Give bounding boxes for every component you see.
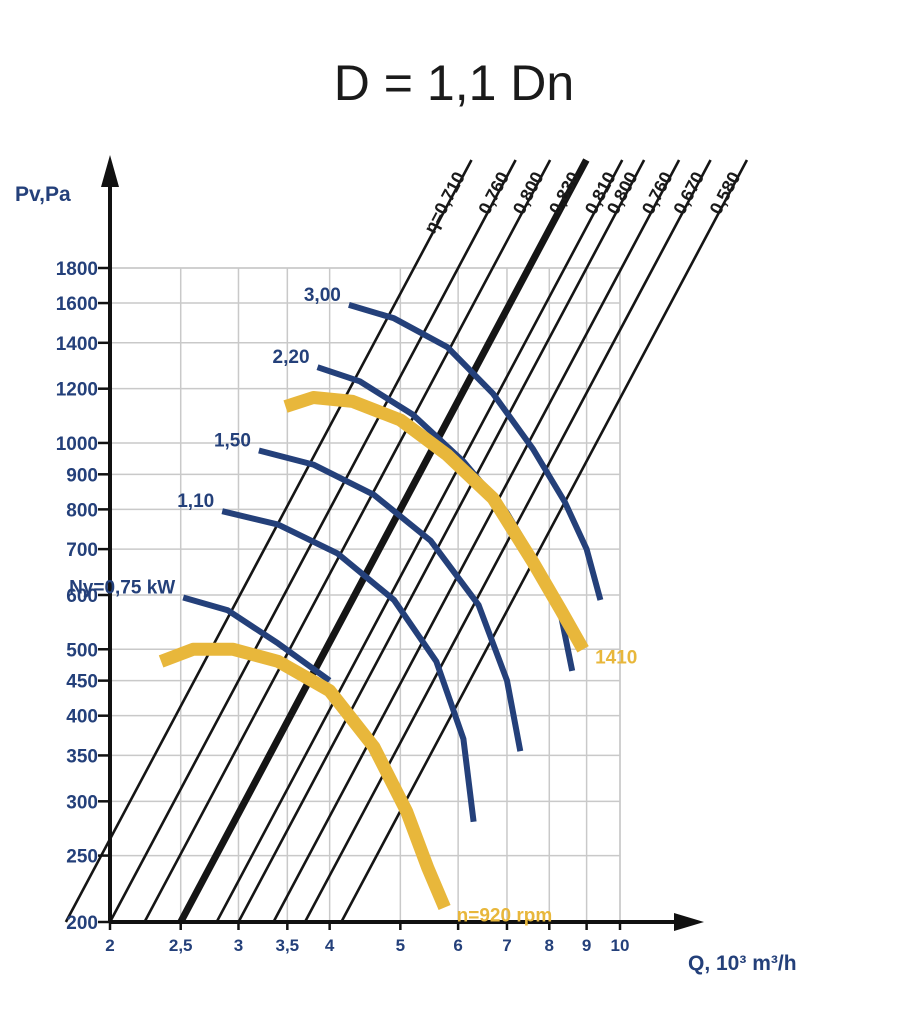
y-tick-label: 400 bbox=[66, 707, 98, 728]
x-tick-label: 5 bbox=[396, 936, 405, 955]
efficiency-line bbox=[64, 159, 473, 923]
efficiency-line bbox=[340, 159, 749, 923]
rpm-curves bbox=[158, 391, 589, 911]
x-tick-label: 8 bbox=[545, 936, 554, 955]
power-label: 1,50 bbox=[214, 430, 251, 451]
power-label: 2,20 bbox=[273, 347, 310, 368]
grid bbox=[109, 267, 621, 923]
y-tick-label: 600 bbox=[66, 586, 98, 607]
y-tick-label: 500 bbox=[66, 640, 98, 661]
x-tick-label: 2,5 bbox=[169, 936, 193, 955]
x-axis-arrow bbox=[674, 913, 704, 931]
rpm-label: n=920 rpm bbox=[457, 905, 553, 926]
x-tick-label: 9 bbox=[582, 936, 591, 955]
rpm-curve bbox=[158, 642, 451, 911]
efficiency-label: η=0,710 bbox=[420, 168, 469, 236]
efficiency-label: 0,670 bbox=[669, 168, 708, 217]
y-axis-arrow bbox=[101, 155, 119, 187]
efficiency-label: 0,580 bbox=[706, 168, 745, 217]
tick-labels: 200 250 300 350 400 450 500 600 700 800 900 1000 120… bbox=[56, 259, 630, 955]
y-tick-label: 300 bbox=[66, 792, 98, 813]
y-tick-label: 1400 bbox=[56, 334, 98, 355]
x-tick-label: 7 bbox=[502, 936, 511, 955]
efficiency-line bbox=[237, 159, 646, 923]
x-tick-label: 3,5 bbox=[276, 936, 300, 955]
y-tick-label: 700 bbox=[66, 540, 98, 561]
power-curve bbox=[316, 364, 576, 672]
y-axis-label: Pv,Pa bbox=[15, 183, 71, 206]
power-curve bbox=[258, 447, 524, 752]
x-tick-label: 4 bbox=[325, 936, 335, 955]
efficiency-line bbox=[177, 158, 590, 924]
y-tick-label: 1600 bbox=[56, 294, 98, 315]
y-tick-label: 250 bbox=[66, 847, 98, 868]
y-tick-label: 1000 bbox=[56, 434, 98, 455]
chart-title: D = 1,1 Dn bbox=[334, 55, 574, 111]
y-tick-label: 1800 bbox=[56, 259, 98, 280]
power-label: 1,10 bbox=[177, 491, 214, 512]
x-tick-label: 6 bbox=[453, 936, 462, 955]
x-tick-label: 2 bbox=[105, 936, 114, 955]
efficiency-label: 0,760 bbox=[638, 168, 677, 217]
power-label: 3,00 bbox=[304, 285, 341, 306]
y-tick-label: 450 bbox=[66, 672, 98, 693]
x-axis-label: Q, 10³ m³/h bbox=[688, 952, 797, 975]
y-tick-label: 1200 bbox=[56, 380, 98, 401]
y-tick-label: 800 bbox=[66, 500, 98, 521]
y-tick-label: 200 bbox=[66, 913, 98, 934]
power-curves bbox=[182, 302, 604, 823]
efficiency-line bbox=[143, 159, 552, 923]
efficiency-label: 0,830 bbox=[545, 168, 584, 217]
power-curve bbox=[348, 302, 604, 601]
efficiency-line bbox=[272, 159, 681, 923]
x-tick-label: 10 bbox=[611, 936, 630, 955]
x-tick-label: 3 bbox=[234, 936, 243, 955]
efficiency-label: 0,760 bbox=[474, 168, 513, 217]
power-label: Ny=0,75 kW bbox=[69, 577, 175, 598]
efficiency-label: 0,800 bbox=[509, 168, 548, 217]
rpm-curve bbox=[283, 391, 589, 653]
power-curve bbox=[182, 594, 332, 684]
rpm-label: 1410 bbox=[595, 647, 637, 668]
efficiency-line bbox=[303, 159, 712, 923]
y-tick-label: 350 bbox=[66, 746, 98, 767]
y-tick-label: 900 bbox=[66, 465, 98, 486]
power-curve bbox=[221, 508, 477, 823]
efficiency-line bbox=[215, 159, 624, 923]
